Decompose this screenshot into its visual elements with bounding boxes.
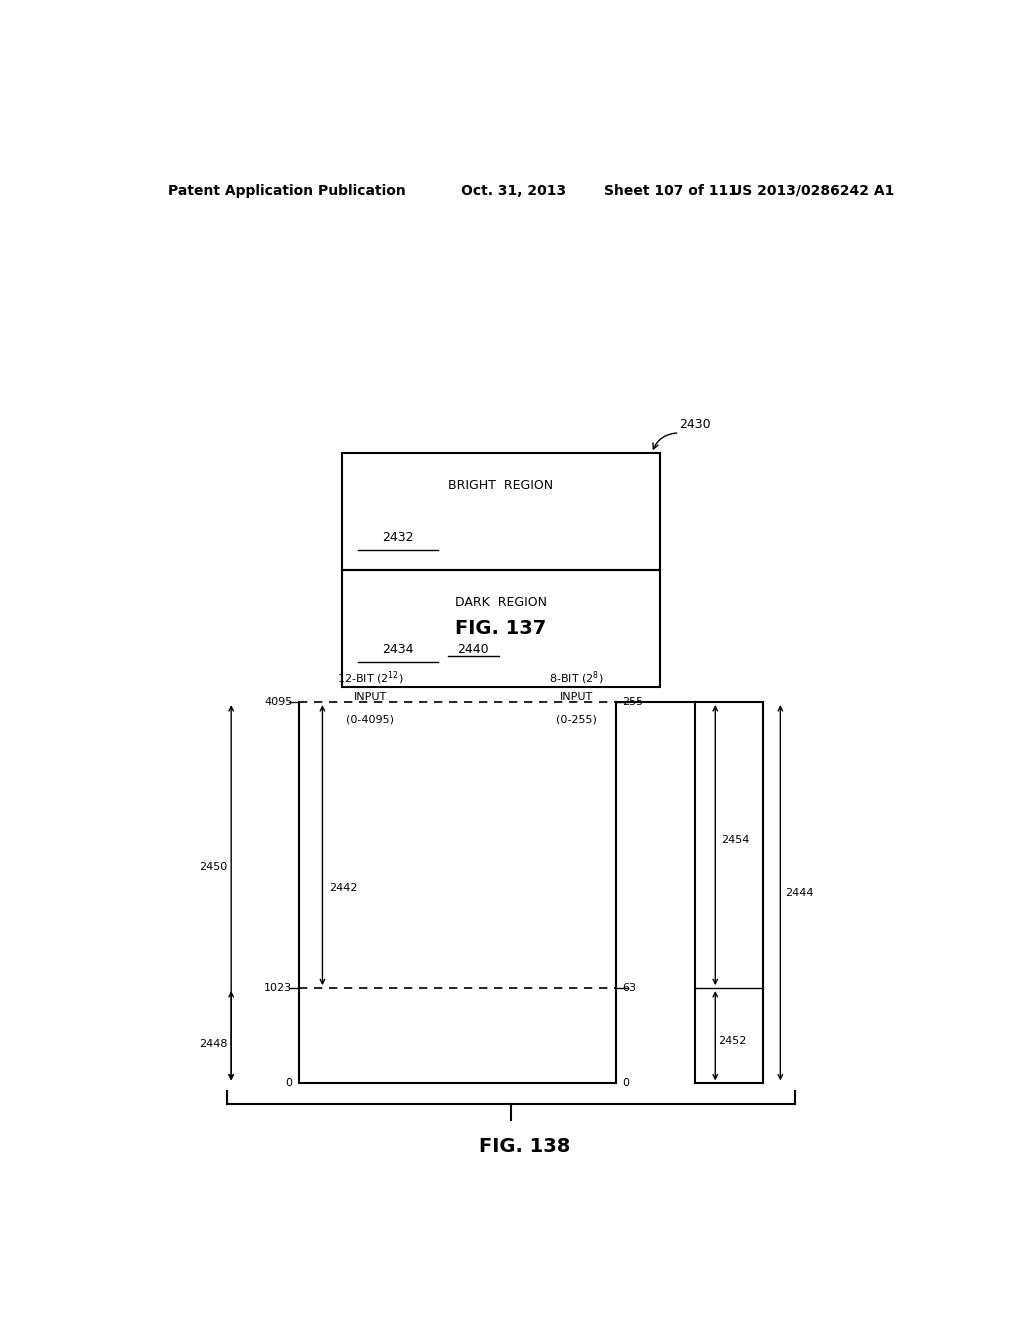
Text: 2432: 2432 [382,531,414,544]
Text: 2444: 2444 [785,888,814,898]
Text: 2452: 2452 [718,1036,746,1045]
Text: 2448: 2448 [199,1039,227,1049]
Bar [342,570,659,686]
Text: 63: 63 [623,983,636,993]
Text: 2442: 2442 [329,883,357,894]
Text: 2434: 2434 [382,643,414,656]
Text: 8-BIT ($2^{8}$): 8-BIT ($2^{8}$) [549,669,604,688]
Text: Oct. 31, 2013: Oct. 31, 2013 [461,183,566,198]
Text: 4095: 4095 [264,697,292,708]
Text: 2454: 2454 [722,836,750,845]
Text: Sheet 107 of 111: Sheet 107 of 111 [604,183,738,198]
Text: 0: 0 [623,1078,630,1088]
Text: 2450: 2450 [199,862,227,873]
Text: 2430: 2430 [680,418,712,432]
Text: 2440: 2440 [458,643,489,656]
Text: (0-4095): (0-4095) [346,714,394,725]
Text: FIG. 137: FIG. 137 [456,619,547,639]
Text: 0: 0 [286,1078,292,1088]
Text: Patent Application Publication: Patent Application Publication [168,183,406,198]
Bar [342,453,659,570]
Text: DARK  REGION: DARK REGION [455,597,547,610]
Text: 255: 255 [623,697,643,708]
Text: (0-255): (0-255) [556,714,597,725]
Text: BRIGHT  REGION: BRIGHT REGION [449,479,554,492]
Text: 1023: 1023 [264,983,292,993]
Text: US 2013/0286242 A1: US 2013/0286242 A1 [731,183,895,198]
Text: 12-BIT ($2^{12}$): 12-BIT ($2^{12}$) [337,669,403,688]
Text: INPUT: INPUT [560,692,593,702]
Text: INPUT: INPUT [353,692,387,702]
Text: FIG. 138: FIG. 138 [479,1137,570,1156]
